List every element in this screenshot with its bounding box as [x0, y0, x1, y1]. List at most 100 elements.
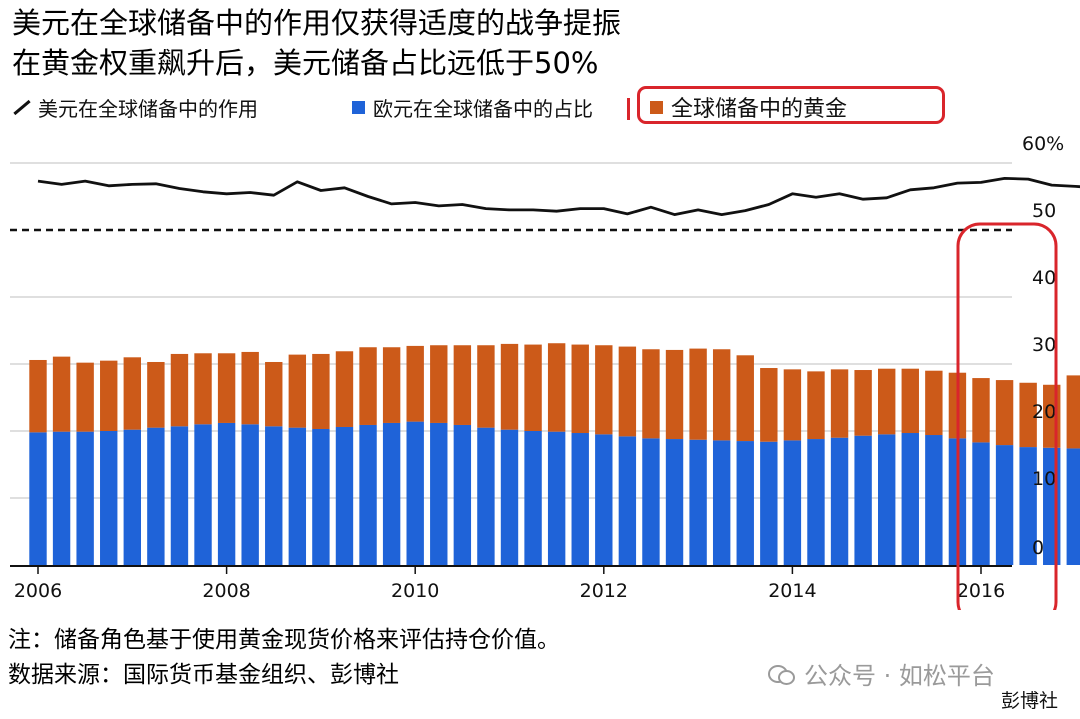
- bar-gold: [972, 378, 990, 443]
- bar-eur: [217, 422, 236, 565]
- bar-eur: [241, 424, 259, 565]
- y-tick-label: 30: [1032, 334, 1056, 356]
- legend-label-gold: 全球储备中的黄金: [671, 97, 848, 122]
- bar-gold: [382, 347, 401, 423]
- bar-gold: [288, 354, 307, 428]
- bar-gold: [642, 349, 660, 439]
- bar-eur: [524, 431, 542, 565]
- bar-gold: [1066, 375, 1080, 449]
- x-tick-label: 2016: [957, 580, 1005, 602]
- bar-gold: [29, 359, 47, 433]
- eur-swatch-icon: [352, 100, 365, 114]
- bar-eur: [595, 434, 613, 565]
- bar-eur: [760, 441, 778, 565]
- bar-eur: [453, 424, 472, 565]
- bar-gold: [335, 351, 354, 427]
- bar-gold: [547, 343, 566, 432]
- bar-gold: [689, 348, 707, 440]
- bar-eur: [147, 427, 165, 565]
- bar-gold: [783, 369, 802, 441]
- legend-highlight-box: [637, 86, 945, 124]
- brand-label: 彭博社: [1000, 690, 1058, 712]
- bar-eur: [830, 437, 849, 565]
- bar-eur: [76, 431, 94, 565]
- bar-gold: [618, 346, 637, 437]
- chart-subtitle: 在黄金权重飙升后，美元储备占比远低于50%: [12, 46, 599, 80]
- bar-gold: [665, 349, 684, 440]
- y-tick-label: 0: [1032, 537, 1044, 559]
- legend: 美元在全球储备中的作用 欧元在全球储备中的占比 全球储备中的黄金: [12, 86, 1012, 126]
- x-tick-label: 2014: [768, 580, 816, 602]
- bar-gold: [995, 380, 1014, 446]
- bar-gold: [430, 345, 448, 423]
- bar-eur: [736, 441, 754, 565]
- legend-item-gold: 全球储备中的黄金: [650, 88, 861, 126]
- bar-gold: [359, 347, 377, 425]
- bar-gold: [265, 361, 283, 427]
- bar-gold: [100, 360, 118, 431]
- bar-gold: [406, 345, 424, 422]
- source-note: 数据来源：国际货币基金组织、彭博社: [8, 662, 399, 688]
- bar-eur: [878, 434, 896, 565]
- legend-label-eur: 欧元在全球储备中的占比: [373, 96, 593, 121]
- legend-separator: [627, 98, 630, 120]
- bar-eur: [689, 439, 707, 565]
- x-tick-label: 2010: [391, 580, 439, 602]
- bar-eur: [100, 431, 118, 565]
- highlight-recent-period: [956, 222, 1058, 610]
- bar-eur: [170, 426, 189, 565]
- bar-eur: [29, 432, 47, 565]
- wechat-icon: [768, 663, 795, 685]
- legend-item-usd: 美元在全球储备中的作用: [12, 90, 258, 124]
- bar-gold: [901, 368, 919, 434]
- bar-eur: [925, 435, 943, 565]
- bar-eur: [1043, 447, 1061, 565]
- bar-eur: [359, 424, 377, 565]
- x-tick-label: 2012: [580, 580, 628, 602]
- bar-eur: [618, 436, 637, 565]
- watermark-text: 公众号 · 如松平台: [804, 662, 995, 690]
- bar-gold: [170, 353, 189, 427]
- bar-gold: [524, 344, 542, 431]
- y-tick-label: 10: [1032, 468, 1056, 490]
- bar-eur: [995, 445, 1014, 565]
- footnote: 注：储备角色基于使用黄金现货价格来评估持仓价值。: [8, 627, 560, 653]
- bar-eur: [712, 440, 731, 565]
- bar-eur: [854, 435, 872, 565]
- bar-gold: [807, 371, 825, 440]
- x-tick-label: 2008: [202, 580, 250, 602]
- bar-gold: [736, 355, 754, 442]
- bar-eur: [783, 440, 802, 565]
- bar-eur: [406, 421, 424, 565]
- usd-share-line: [37, 176, 1080, 217]
- bar-eur: [382, 422, 401, 565]
- bar-gold: [477, 345, 495, 428]
- bar-gold: [241, 351, 259, 425]
- bar-gold: [925, 370, 943, 436]
- line-swatch-icon: [13, 99, 31, 115]
- legend-item-eur: 欧元在全球储备中的占比: [352, 90, 593, 124]
- chart-area: 2006200820102012201420162018202020222024…: [10, 133, 1080, 610]
- bar-gold: [76, 362, 94, 432]
- bar-gold: [854, 370, 872, 436]
- chart-title: 美元在全球储备中的作用仅获得适度的战争提振: [12, 6, 622, 40]
- bar-eur: [335, 426, 354, 565]
- bar-gold: [52, 356, 71, 432]
- gold-swatch-icon: [650, 100, 663, 114]
- bar-eur: [194, 424, 212, 565]
- legend-label-usd: 美元在全球储备中的作用: [38, 96, 258, 121]
- x-tick-label: 2006: [14, 580, 62, 602]
- bar-gold: [123, 357, 141, 430]
- bar-eur: [1019, 447, 1037, 565]
- bar-eur: [430, 422, 448, 565]
- bar-eur: [500, 429, 519, 565]
- watermark: 公众号 · 如松平台: [768, 656, 995, 691]
- bar-eur: [288, 427, 307, 565]
- y-tick-label: 20: [1032, 401, 1056, 423]
- bar-gold: [760, 368, 778, 442]
- bar-gold: [500, 343, 519, 430]
- bar-gold: [453, 345, 472, 425]
- bar-eur: [1066, 448, 1080, 565]
- bar-gold: [878, 368, 896, 435]
- bar-eur: [547, 431, 566, 565]
